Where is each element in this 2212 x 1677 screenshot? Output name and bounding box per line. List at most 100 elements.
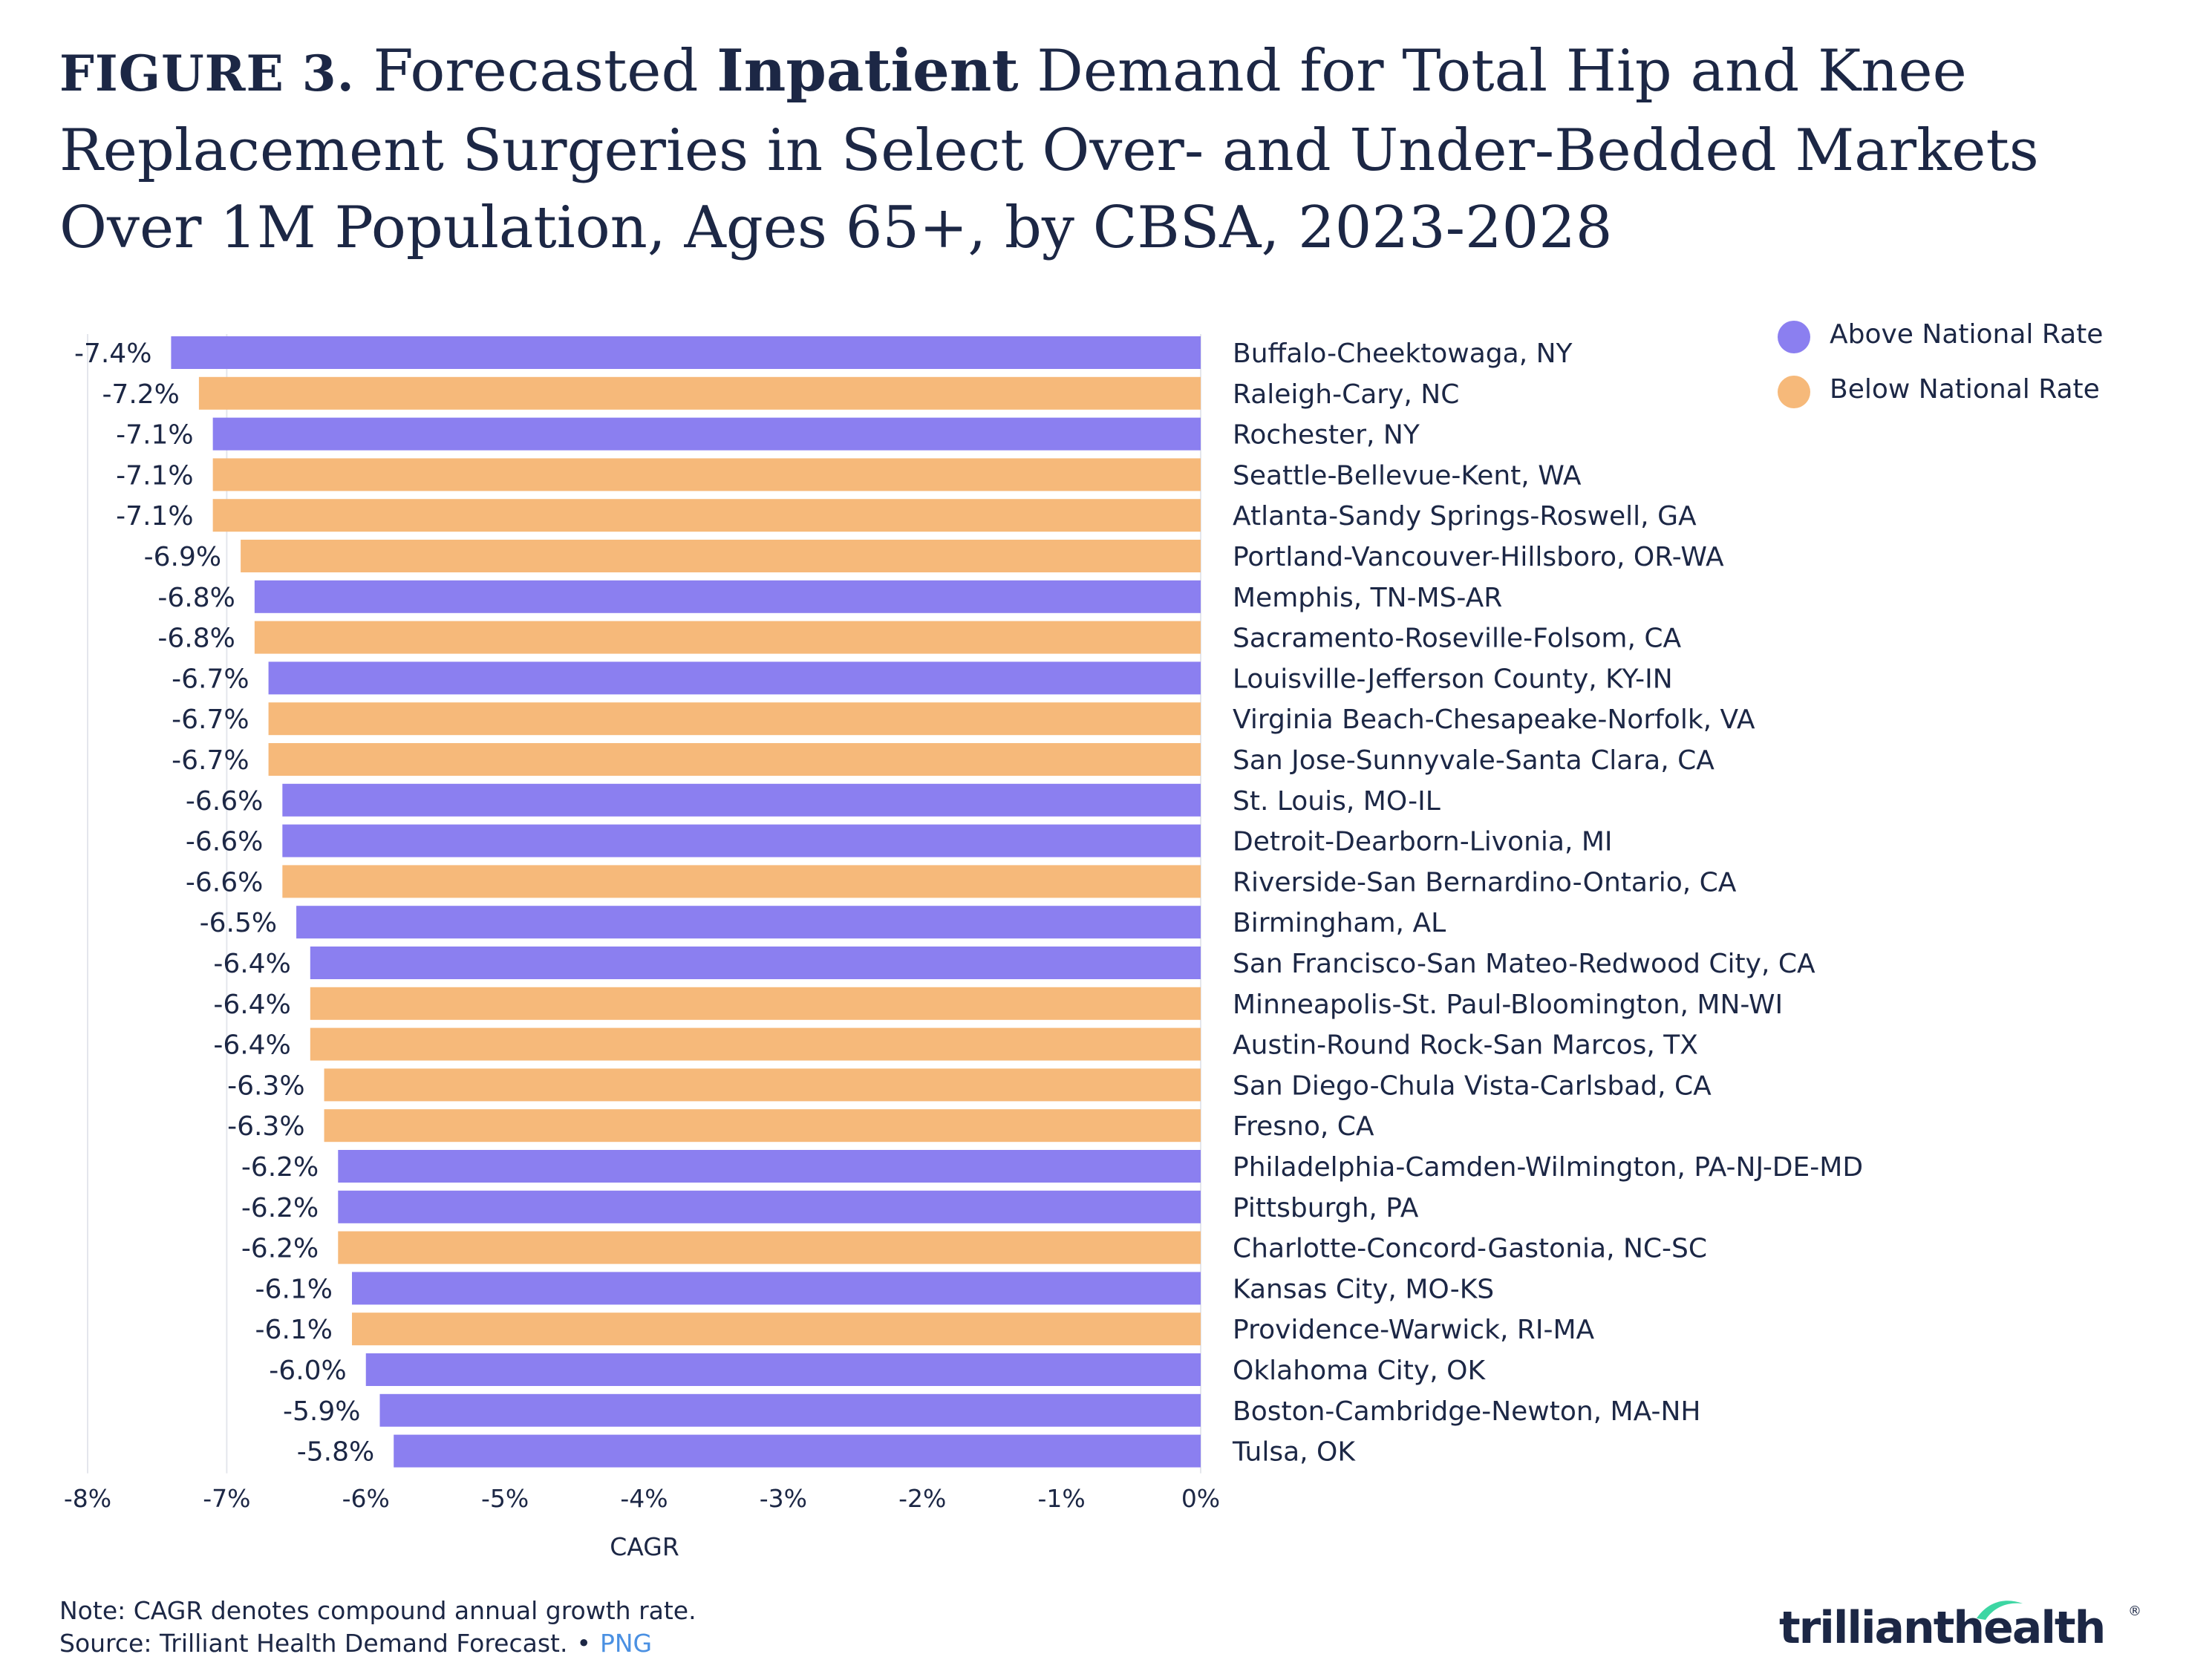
category-label: Seattle-Bellevue-Kent, WA: [1233, 460, 1582, 491]
category-label: Memphis, TN-MS-AR: [1233, 583, 1502, 613]
category-label: Austin-Round Rock-San Marcos, TX: [1233, 1030, 1698, 1061]
bar-value-label: -6.2%: [241, 1234, 319, 1264]
category-label: Fresno, CA: [1233, 1111, 1374, 1142]
footer-notes: Note: CAGR denotes compound annual growt…: [59, 1595, 696, 1660]
x-tick-label: -6%: [342, 1484, 390, 1513]
category-label: Rochester, NY: [1233, 420, 1420, 451]
bar: [171, 336, 1201, 369]
bar-value-label: -7.1%: [116, 420, 193, 451]
bar: [282, 865, 1201, 898]
bar-value-label: -6.5%: [200, 908, 277, 938]
x-tick-label: -5%: [481, 1484, 529, 1513]
category-label: Atlanta-Sandy Springs-Roswell, GA: [1233, 501, 1697, 532]
bar: [241, 540, 1201, 572]
legend-label-above: Above National Rate: [1830, 319, 2104, 350]
chart-value-labels: -7.4% -7.2% -7.1% -7.1% -7.1% -6.9% -6.8% -6.8%…: [74, 339, 374, 1468]
bar-value-label: -7.1%: [116, 460, 193, 491]
logo-text: trillianthealth: [1779, 1602, 2106, 1654]
category-label: Kansas City, MO-KS: [1233, 1274, 1494, 1304]
bar: [212, 417, 1201, 451]
bar: [338, 1231, 1201, 1264]
bar: [268, 661, 1201, 695]
category-label: Virginia Beach-Chesapeake-Norfolk, VA: [1233, 705, 1755, 735]
category-label: Minneapolis-St. Paul-Bloomington, MN-WI: [1233, 990, 1783, 1020]
figure-label: FIGURE 3.: [59, 45, 355, 102]
bar-value-label: -5.8%: [297, 1437, 374, 1468]
bar: [310, 1027, 1201, 1061]
category-label: St. Louis, MO-IL: [1233, 786, 1441, 817]
category-label: Boston-Cambridge-Newton, MA-NH: [1233, 1396, 1700, 1427]
footer-source-line: Source: Trilliant Health Demand Forecast…: [59, 1627, 696, 1660]
category-label: Charlotte-Concord-Gastonia, NC-SC: [1233, 1234, 1707, 1264]
trilliant-health-logo: trillianthealth ®: [1779, 1596, 2150, 1663]
bar-value-label: -6.6%: [186, 827, 263, 857]
bar: [212, 458, 1201, 491]
x-tick-label: -7%: [203, 1484, 250, 1513]
category-label: Riverside-San Bernardino-Ontario, CA: [1233, 867, 1737, 898]
legend-label-below: Below National Rate: [1830, 374, 2100, 405]
chart-category-labels: Buffalo-Cheektowaga, NY Raleigh-Cary, NC R…: [1232, 339, 1863, 1468]
bar-value-label: -6.0%: [269, 1356, 346, 1386]
category-label: Pittsburgh, PA: [1233, 1193, 1419, 1223]
footer-note: Note: CAGR denotes compound annual growt…: [59, 1596, 696, 1625]
bar-value-label: -6.6%: [186, 786, 263, 817]
bar: [352, 1312, 1201, 1346]
bar: [254, 621, 1201, 654]
bar-value-label: -6.4%: [213, 949, 290, 979]
png-download-link[interactable]: PNG: [599, 1629, 653, 1658]
bar: [324, 1068, 1201, 1102]
bar-value-label: -6.1%: [255, 1274, 333, 1304]
bar-value-label: -6.8%: [157, 583, 235, 613]
x-tick-label: -4%: [620, 1484, 668, 1513]
bar: [379, 1393, 1201, 1427]
chart-bars: [171, 336, 1201, 1468]
title-part-2: Demand for Total Hip and Knee Replacemen…: [59, 38, 2039, 261]
bar-value-label: -6.2%: [241, 1152, 319, 1183]
category-label: Portland-Vancouver-Hillsboro, OR-WA: [1233, 542, 1724, 572]
legend-swatch-below: [1778, 376, 1810, 408]
bar: [310, 947, 1201, 979]
bar: [268, 702, 1201, 736]
category-label: Providence-Warwick, RI-MA: [1233, 1315, 1595, 1345]
bar: [296, 906, 1201, 939]
bar: [282, 783, 1201, 817]
x-axis-label: CAGR: [610, 1532, 679, 1561]
bar-value-label: -7.2%: [102, 379, 179, 410]
bar-value-label: -6.4%: [213, 990, 290, 1020]
chart-title: FIGURE 3. Forecasted Inpatient Demand fo…: [59, 33, 2183, 267]
x-tick-label: -8%: [64, 1484, 111, 1513]
x-tick-label: -3%: [760, 1484, 807, 1513]
category-label: Oklahoma City, OK: [1233, 1356, 1486, 1386]
footer-separator: •: [576, 1629, 591, 1658]
bar-value-label: -6.9%: [144, 542, 221, 572]
category-label: Philadelphia-Camden-Wilmington, PA-NJ-DE…: [1233, 1152, 1863, 1183]
bar-value-label: -6.7%: [172, 664, 249, 694]
category-label: Detroit-Dearborn-Livonia, MI: [1233, 827, 1613, 857]
logo-swoosh-icon: [1977, 1601, 2023, 1620]
category-label: Raleigh-Cary, NC: [1233, 379, 1459, 410]
category-label: Louisville-Jefferson County, KY-IN: [1233, 664, 1673, 694]
bar-value-label: -5.9%: [283, 1396, 360, 1427]
bar-value-label: -7.1%: [116, 501, 193, 532]
title-emphasis: Inpatient: [717, 37, 1019, 105]
bar-value-label: -6.7%: [172, 745, 249, 776]
category-label: Sacramento-Roseville-Folsom, CA: [1233, 624, 1681, 654]
category-label: San Francisco-San Mateo-Redwood City, CA: [1233, 949, 1815, 979]
bar: [198, 376, 1201, 410]
title-part-1: Forecasted: [354, 38, 717, 105]
category-label: San Diego-Chula Vista-Carlsbad, CA: [1233, 1070, 1712, 1101]
bar: [365, 1353, 1201, 1386]
chart-x-ticks: -8% -7% -6% -5% -4% -3% -2% -1% 0%: [64, 1484, 1220, 1513]
bar-value-label: -6.4%: [213, 1030, 290, 1061]
bar-value-label: -7.4%: [74, 339, 151, 369]
bar-value-label: -6.7%: [172, 705, 249, 735]
category-label: Buffalo-Cheektowaga, NY: [1233, 339, 1573, 369]
bar: [254, 580, 1201, 613]
category-label: San Jose-Sunnyvale-Santa Clara, CA: [1233, 745, 1715, 776]
bar: [338, 1190, 1201, 1223]
category-label: Tulsa, OK: [1232, 1437, 1356, 1468]
footer-source: Source: Trilliant Health Demand Forecast…: [59, 1629, 568, 1658]
x-tick-label: -2%: [898, 1484, 946, 1513]
x-tick-label: -1%: [1037, 1484, 1085, 1513]
